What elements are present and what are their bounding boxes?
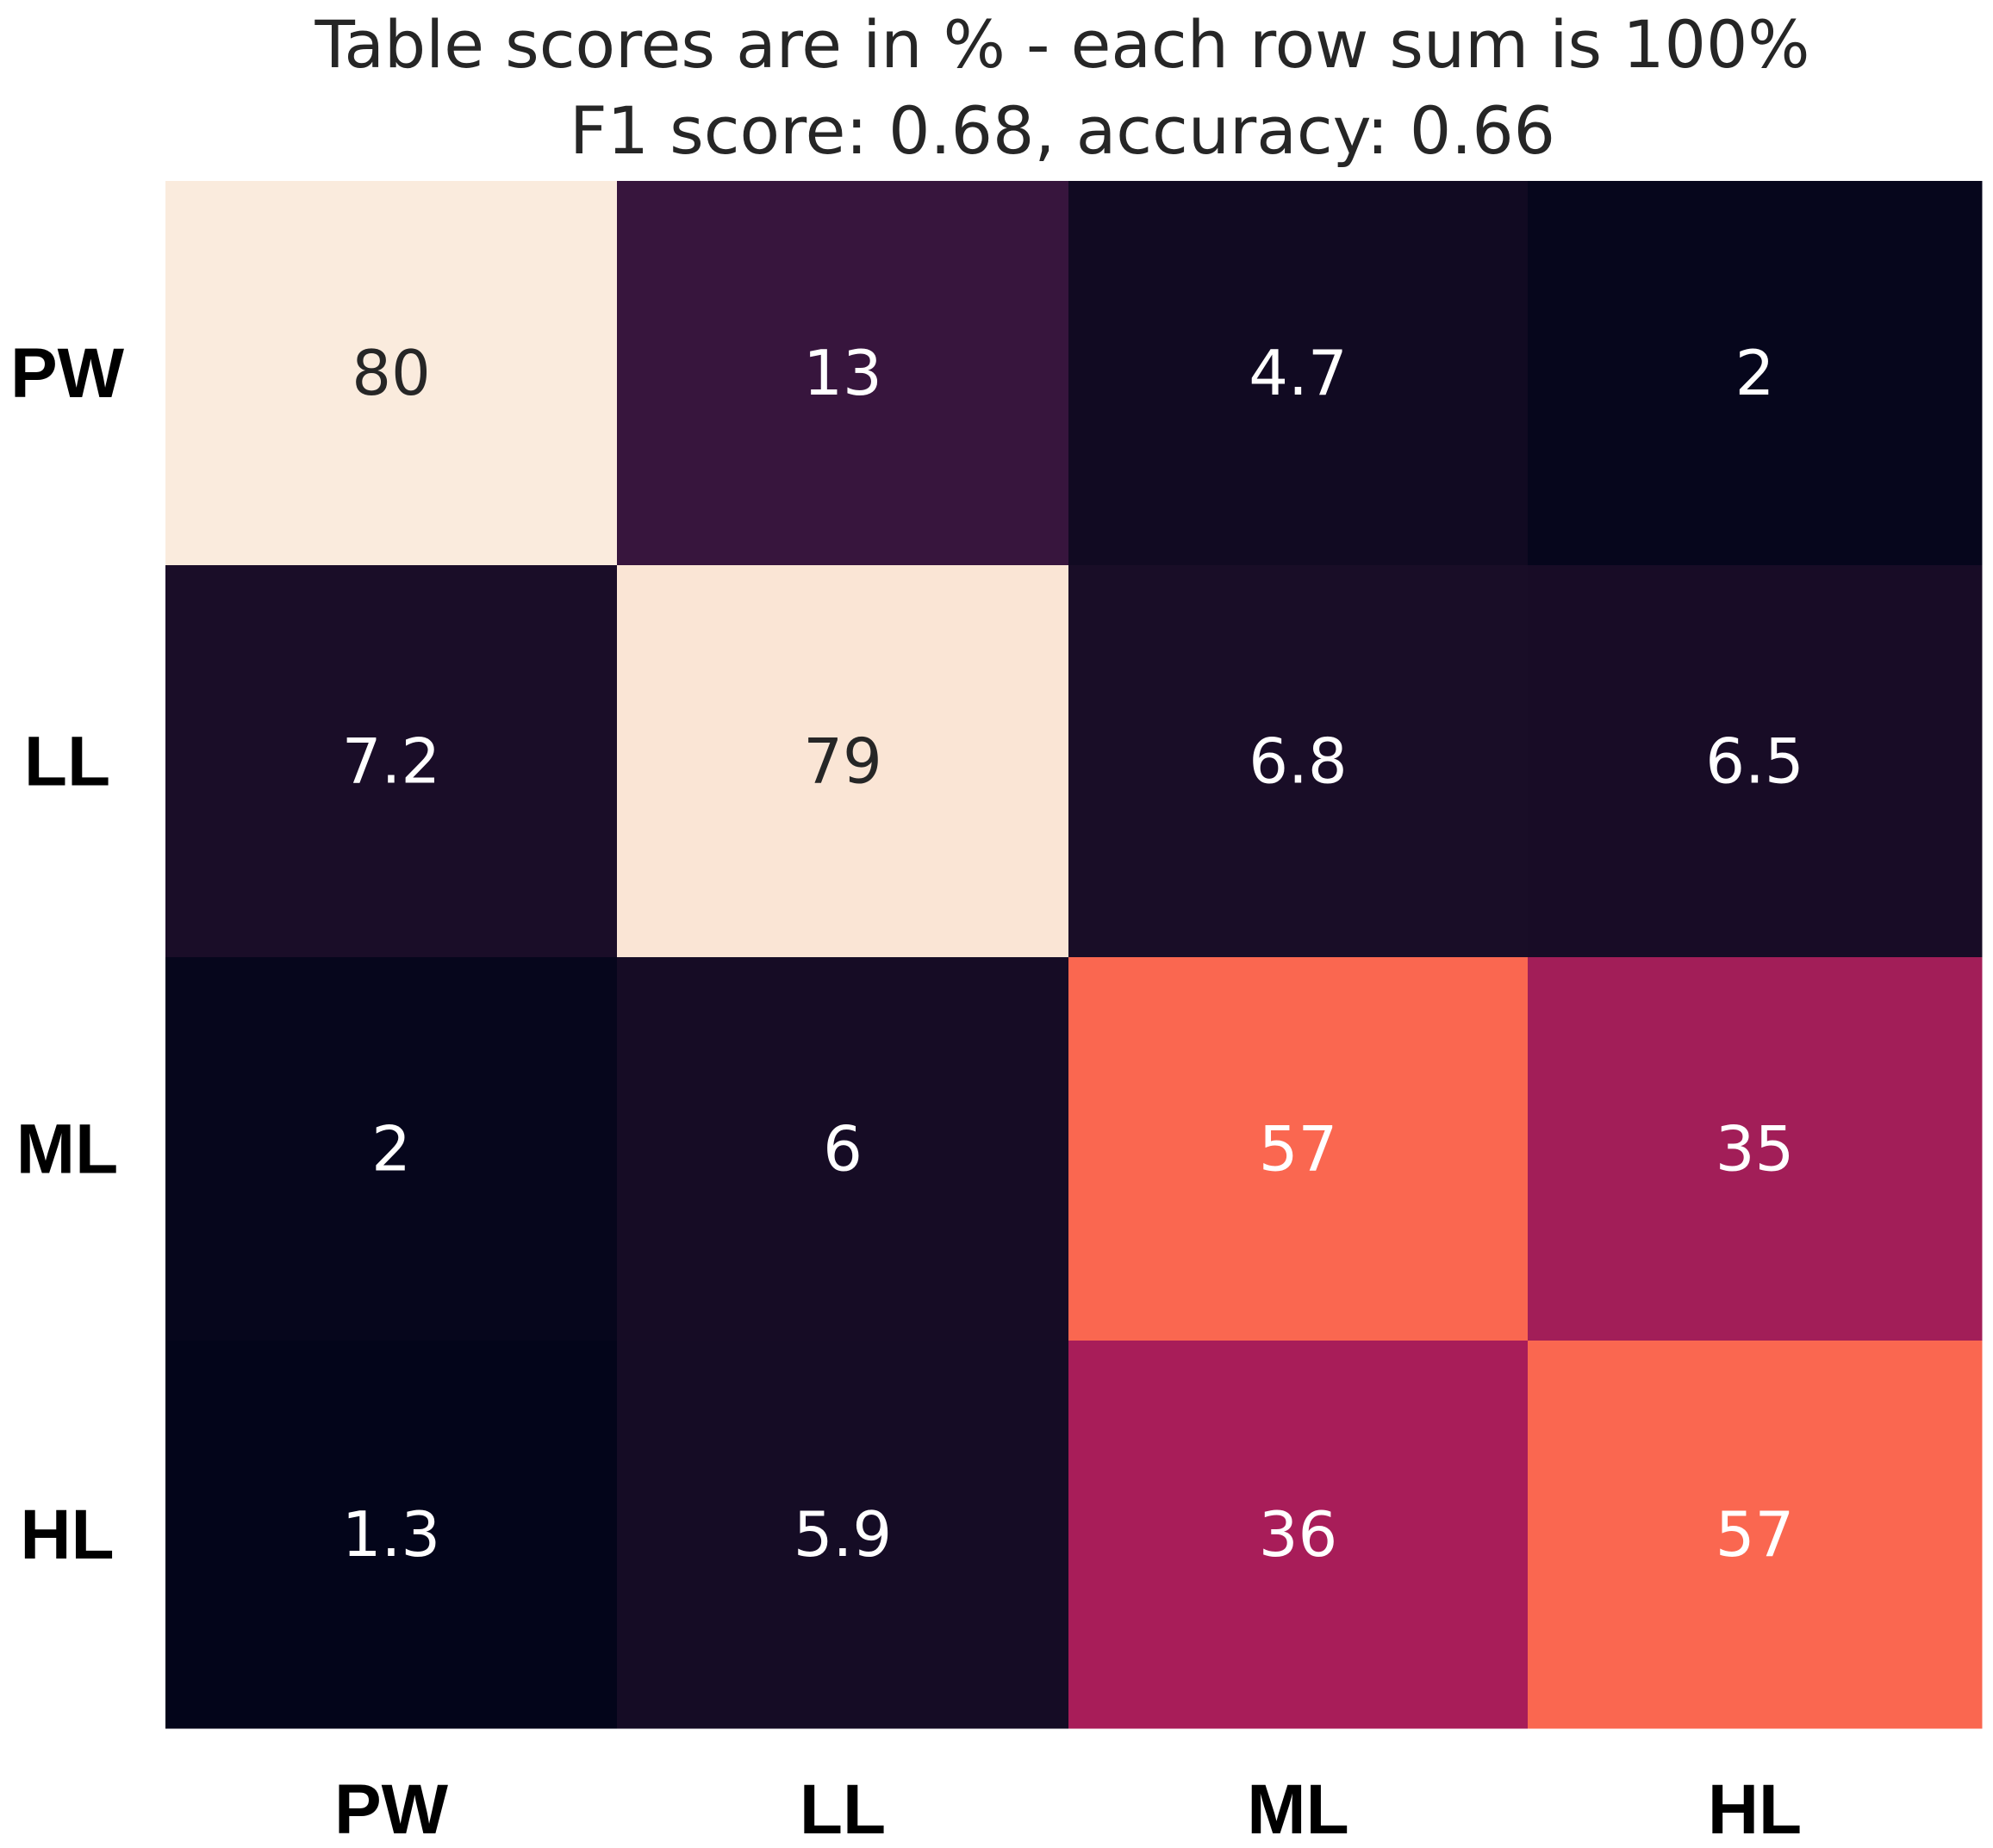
cell-value-label: 57 (1259, 1113, 1338, 1185)
cell-value-label: 6.5 (1705, 725, 1804, 798)
heatmap-cell-pw-ml (1068, 181, 1529, 566)
row-label-ll: LL (24, 723, 110, 801)
cell-value-label: 6.8 (1249, 725, 1348, 798)
heatmap-cell-ll-ll (617, 565, 1069, 958)
cell-value-label: 35 (1716, 1113, 1795, 1185)
cell-value-label: 7.2 (342, 725, 441, 798)
heatmap-cell-ml-pw (165, 957, 618, 1341)
row-label-pw: PW (10, 334, 125, 413)
heatmap-cell-ml-hl (1528, 957, 1983, 1341)
heatmap-cell-hl-ll (617, 1341, 1069, 1729)
heatmap-cell-pw-ll (617, 181, 1069, 566)
chart-title: Table scores are in % - each row sum is … (314, 6, 1809, 83)
heatmap-cell-ml-ml (1068, 957, 1529, 1341)
heatmap-cell-ml-ll (617, 957, 1069, 1341)
cell-value-label: 36 (1259, 1498, 1338, 1571)
heatmap-cell-ll-pw (165, 565, 618, 958)
heatmap-cell-hl-ml (1068, 1341, 1529, 1729)
cell-value-label: 6 (823, 1113, 863, 1185)
cell-value-label: 1.3 (342, 1498, 441, 1571)
heatmap-cell-hl-hl (1528, 1341, 1983, 1729)
cell-value-label: 2 (1735, 337, 1775, 409)
heatmap-cell-hl-pw (165, 1341, 618, 1729)
row-label-hl: HL (20, 1496, 114, 1574)
cell-value-label: 2 (371, 1113, 411, 1185)
heatmap-cell-pw-hl (1528, 181, 1983, 566)
cell-value-label: 80 (352, 337, 431, 409)
column-label-ll: LL (800, 1770, 886, 1848)
cell-value-label: 13 (803, 337, 882, 409)
heatmap-cell-ll-hl (1528, 565, 1983, 958)
heatmap-cells: 80 13 4.7 2 7.2 79 6.8 6.5 2 6 57 35 1.3 5.9 36 57 (165, 181, 1983, 1729)
cell-value-label: 79 (803, 725, 882, 798)
column-label-ml: ML (1247, 1770, 1348, 1848)
column-label-hl: HL (1708, 1770, 1802, 1848)
column-labels: PW LL ML HL (334, 1770, 1802, 1848)
cell-value-label: 4.7 (1249, 337, 1348, 409)
row-label-ml: ML (16, 1111, 118, 1189)
heatmap-cell-ll-ml (1068, 565, 1529, 958)
row-labels: PW LL ML HL (10, 334, 125, 1574)
column-label-pw: PW (334, 1770, 449, 1848)
cell-value-label: 57 (1716, 1498, 1795, 1571)
heatmap-cell-pw-pw (165, 181, 618, 566)
cell-value-label: 5.9 (794, 1498, 893, 1571)
chart-subtitle: F1 score: 0.68, accuracy: 0.66 (570, 92, 1555, 169)
